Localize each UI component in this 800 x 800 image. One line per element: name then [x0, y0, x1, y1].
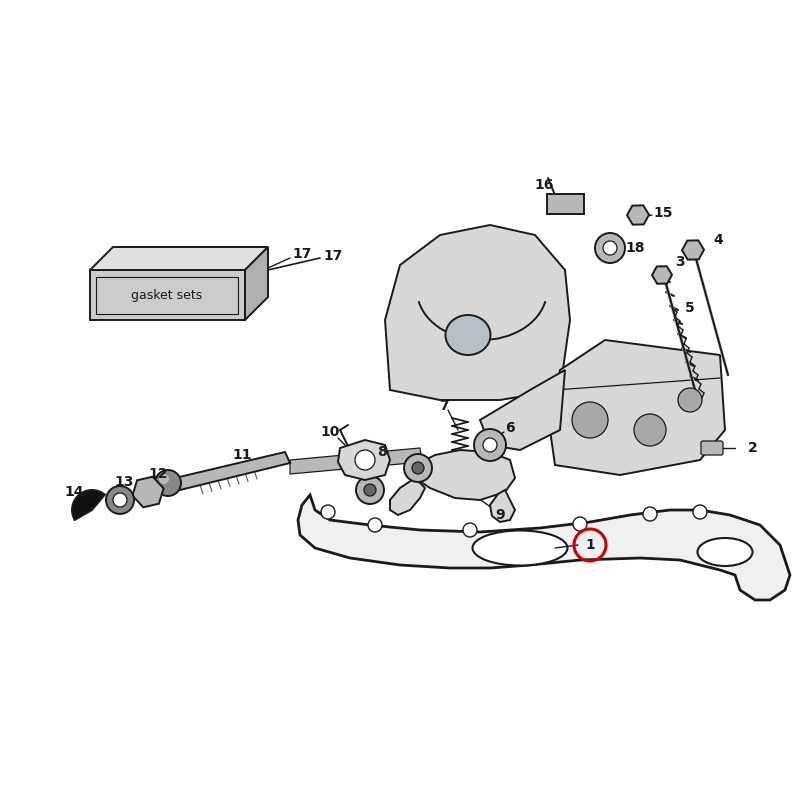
Text: 7: 7 — [439, 399, 449, 413]
Text: 12: 12 — [148, 467, 168, 481]
Text: 16: 16 — [534, 178, 554, 192]
Wedge shape — [72, 490, 105, 520]
Text: 4: 4 — [713, 233, 723, 247]
Polygon shape — [90, 247, 268, 270]
Text: 3: 3 — [675, 255, 685, 269]
Text: 14: 14 — [64, 485, 84, 499]
Polygon shape — [338, 440, 390, 480]
Text: 18: 18 — [626, 241, 645, 255]
FancyBboxPatch shape — [547, 194, 584, 214]
Polygon shape — [175, 452, 290, 490]
Circle shape — [368, 518, 382, 532]
Circle shape — [106, 486, 134, 514]
Text: gasket sets: gasket sets — [131, 289, 202, 302]
Circle shape — [463, 523, 477, 537]
Circle shape — [634, 414, 666, 446]
Circle shape — [355, 450, 375, 470]
Circle shape — [113, 493, 127, 507]
FancyBboxPatch shape — [701, 441, 723, 455]
Circle shape — [603, 241, 617, 255]
Circle shape — [321, 505, 335, 519]
Text: 17: 17 — [292, 247, 312, 261]
Text: 11: 11 — [232, 448, 252, 462]
Circle shape — [573, 517, 587, 531]
Text: 6: 6 — [505, 421, 515, 435]
Circle shape — [572, 402, 608, 438]
Circle shape — [643, 507, 657, 521]
Polygon shape — [490, 490, 515, 522]
Circle shape — [404, 454, 432, 482]
Polygon shape — [245, 247, 268, 320]
Text: 10: 10 — [320, 425, 340, 439]
Circle shape — [155, 470, 181, 496]
Circle shape — [595, 233, 625, 263]
Circle shape — [483, 438, 497, 452]
Text: 17: 17 — [323, 249, 342, 263]
Text: 8: 8 — [377, 445, 387, 459]
Polygon shape — [385, 225, 570, 400]
Circle shape — [159, 474, 169, 484]
Circle shape — [678, 388, 702, 412]
Text: 13: 13 — [114, 475, 134, 489]
Ellipse shape — [473, 530, 567, 566]
Text: 2: 2 — [748, 441, 758, 455]
Ellipse shape — [446, 315, 490, 355]
Text: 15: 15 — [654, 206, 673, 220]
Polygon shape — [390, 478, 425, 515]
Polygon shape — [480, 370, 565, 450]
Circle shape — [364, 484, 376, 496]
Text: 1: 1 — [585, 538, 595, 552]
Text: 9: 9 — [495, 508, 505, 522]
Polygon shape — [90, 270, 245, 320]
Text: 5: 5 — [685, 301, 695, 315]
Circle shape — [356, 476, 384, 504]
Circle shape — [693, 505, 707, 519]
Polygon shape — [550, 340, 725, 475]
Polygon shape — [298, 495, 790, 600]
Polygon shape — [290, 448, 422, 474]
Polygon shape — [415, 450, 515, 500]
Circle shape — [412, 462, 424, 474]
Ellipse shape — [698, 538, 753, 566]
Circle shape — [474, 429, 506, 461]
